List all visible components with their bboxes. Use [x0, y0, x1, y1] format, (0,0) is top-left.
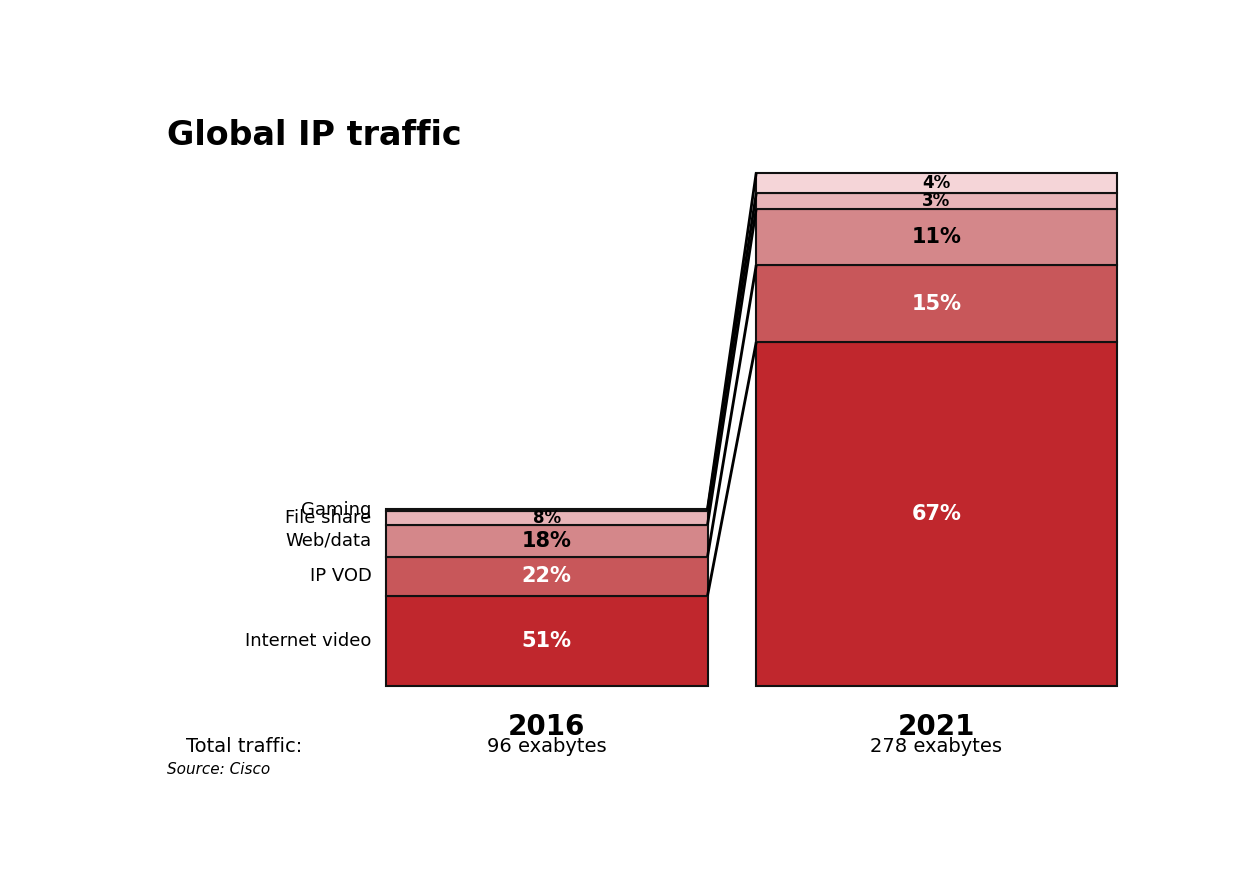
Text: Global IP traffic: Global IP traffic — [167, 118, 461, 152]
Text: 3%: 3% — [923, 192, 950, 210]
Bar — [386, 510, 708, 524]
Text: Web/data: Web/data — [285, 531, 372, 550]
Bar — [386, 557, 708, 595]
Bar — [386, 595, 708, 686]
Text: 67%: 67% — [911, 504, 962, 524]
Text: File share: File share — [285, 509, 372, 526]
Bar — [757, 173, 1116, 193]
Bar — [757, 342, 1116, 686]
Text: IP VOD: IP VOD — [309, 567, 372, 585]
Text: 2021: 2021 — [897, 713, 975, 741]
Text: 2016: 2016 — [508, 713, 586, 741]
Text: 15%: 15% — [911, 294, 962, 314]
Text: 278 exabytes: 278 exabytes — [870, 737, 1003, 756]
Text: 11%: 11% — [911, 227, 962, 247]
Text: 51%: 51% — [522, 631, 572, 651]
Text: 22%: 22% — [522, 567, 572, 586]
Text: Gaming: Gaming — [302, 501, 372, 518]
Bar — [757, 193, 1116, 209]
Text: 4%: 4% — [923, 174, 950, 192]
Text: 18%: 18% — [522, 531, 572, 551]
Bar — [386, 524, 708, 557]
Text: 8%: 8% — [533, 509, 561, 526]
Text: Total traffic:: Total traffic: — [186, 737, 303, 756]
Text: Internet video: Internet video — [245, 631, 372, 650]
Bar — [386, 509, 708, 510]
Bar — [757, 209, 1116, 265]
Bar — [757, 265, 1116, 342]
Text: 96 exabytes: 96 exabytes — [486, 737, 607, 756]
Text: Source: Cisco: Source: Cisco — [167, 762, 270, 777]
